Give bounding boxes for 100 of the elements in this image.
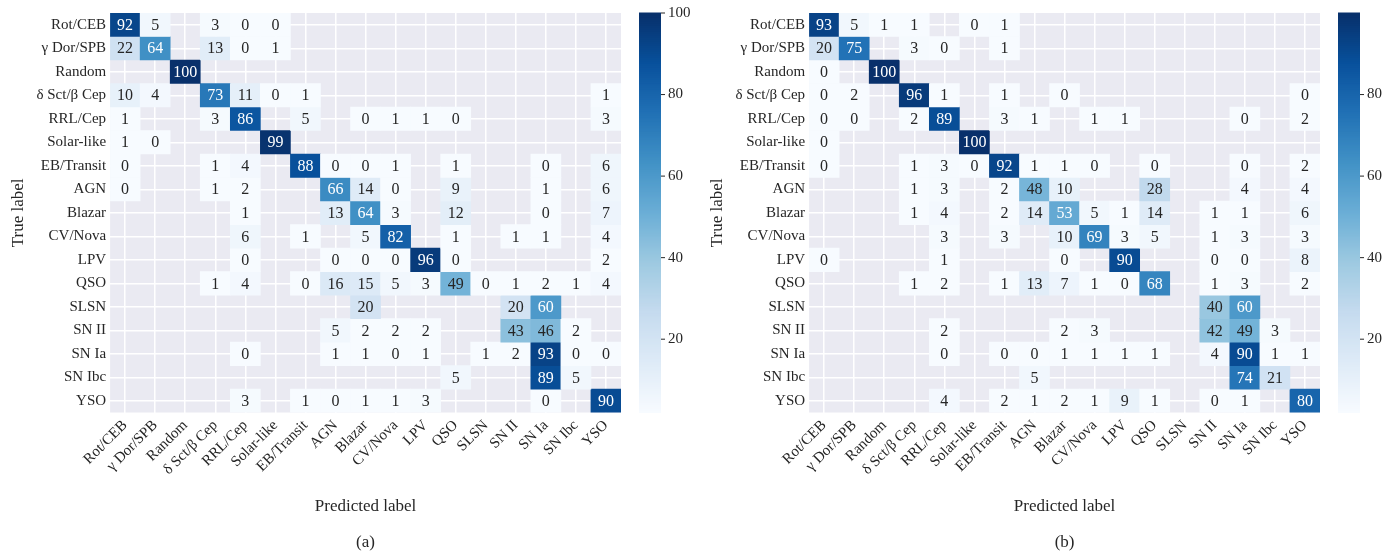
data-label: 60 — [537, 298, 554, 316]
data-label: 1 — [301, 227, 310, 245]
data-label: 13 — [327, 204, 344, 221]
data-label: 0 — [121, 156, 130, 174]
data-label: 1 — [121, 133, 130, 151]
y-axis-title: True label — [7, 178, 27, 248]
data-label: 0 — [541, 392, 550, 410]
data-label: 4 — [940, 204, 949, 221]
data-label: 66 — [327, 180, 344, 198]
data-label: 3 — [421, 392, 430, 410]
data-label: 3 — [1240, 274, 1249, 292]
data-label: 5 — [571, 368, 580, 386]
data-label: 1 — [1120, 204, 1129, 221]
data-label: 96 — [417, 251, 434, 269]
y-tick-label: CV/Nova — [48, 227, 107, 244]
data-label: 1 — [1000, 274, 1009, 292]
data-label: 2 — [421, 321, 430, 339]
data-label: 0 — [121, 180, 130, 198]
data-label: 68 — [1146, 274, 1163, 292]
x-axis-title: Predicted label — [314, 496, 417, 516]
data-label: 1 — [301, 392, 310, 410]
x-tick-label: YSO — [1277, 416, 1310, 450]
data-label: 1 — [1090, 345, 1099, 363]
data-label: 0 — [571, 345, 580, 363]
data-label: 22 — [117, 39, 134, 57]
data-label: 12 — [447, 204, 464, 221]
color-bar-label: 20 — [1367, 330, 1382, 347]
data-label: 1 — [1300, 345, 1309, 363]
data-label: 93 — [537, 345, 554, 363]
data-label: 1 — [1030, 392, 1039, 410]
data-label: 2 — [1300, 274, 1309, 292]
data-label: 21 — [1266, 368, 1283, 386]
data-label: 5 — [1030, 368, 1039, 386]
data-label: 3 — [1300, 227, 1309, 245]
y-tick-label: SN Ia — [71, 344, 107, 361]
data-label: 93 — [816, 15, 833, 33]
data-label: 1 — [910, 156, 919, 174]
data-label: 100 — [173, 62, 198, 80]
y-tick-label: Rot/CEB — [51, 15, 107, 32]
data-label: 1 — [1030, 109, 1039, 127]
data-label: 0 — [940, 345, 949, 363]
data-label: 64 — [147, 39, 164, 57]
data-label: 5 — [151, 15, 160, 33]
y-tick-label: Solar-like — [47, 133, 107, 150]
data-label: 1 — [1000, 86, 1009, 104]
data-label: 0 — [241, 251, 250, 269]
data-label: 0 — [331, 392, 340, 410]
data-label: 40 — [1206, 298, 1223, 316]
data-label: 1 — [1090, 274, 1099, 292]
data-label: 0 — [331, 156, 340, 174]
data-label: 1 — [451, 227, 460, 245]
data-label: 74 — [1236, 368, 1253, 386]
data-label: 1 — [1150, 345, 1159, 363]
data-label: 0 — [1210, 251, 1219, 269]
data-label: 1 — [601, 86, 610, 104]
data-label: 1 — [241, 204, 250, 221]
data-label: 1 — [421, 345, 430, 363]
color-bar-label: 40 — [1367, 248, 1382, 265]
color-bar-label: 80 — [1367, 85, 1382, 102]
data-label: 2 — [1300, 156, 1309, 174]
data-label: 92 — [996, 156, 1013, 174]
data-label: 0 — [271, 86, 280, 104]
data-label: 3 — [421, 274, 430, 292]
data-label: 1 — [121, 109, 130, 127]
data-label: 2 — [1060, 321, 1069, 339]
data-label: 15 — [357, 274, 374, 292]
color-bar-label: 40 — [668, 248, 683, 265]
y-tick-label: SLSN — [768, 297, 806, 314]
data-label: 0 — [601, 345, 610, 363]
data-label: 2 — [241, 180, 250, 198]
y-tick-label: Random — [55, 62, 107, 79]
data-label: 0 — [820, 86, 829, 104]
data-label: 0 — [451, 251, 460, 269]
data-label: 0 — [850, 109, 859, 127]
data-label: 0 — [241, 39, 250, 57]
data-label: 1 — [940, 251, 949, 269]
data-label: 5 — [1090, 204, 1099, 221]
data-label: 14 — [1026, 204, 1043, 221]
data-label: 1 — [541, 227, 550, 245]
data-label: 89 — [537, 368, 554, 386]
data-label: 0 — [451, 109, 460, 127]
data-label: 11 — [237, 86, 254, 104]
y-axis-title: True label — [706, 178, 726, 248]
y-tick-label: γ Dor/SPB — [40, 39, 107, 56]
data-label: 0 — [271, 15, 280, 33]
data-label: 6 — [1300, 204, 1309, 221]
y-tick-label: YSO — [76, 391, 107, 408]
data-label: 1 — [1000, 39, 1009, 57]
data-label: 20 — [357, 298, 374, 316]
data-label: 4 — [151, 86, 160, 104]
data-label: 4 — [601, 274, 610, 292]
data-label: 2 — [1000, 204, 1009, 221]
data-label: 9 — [451, 180, 460, 198]
data-label: 2 — [910, 109, 919, 127]
data-label: 1 — [1210, 204, 1219, 221]
data-label: 0 — [301, 274, 310, 292]
y-tick-label: SLSN — [69, 297, 107, 314]
data-label: 1 — [1030, 156, 1039, 174]
data-label: 3 — [940, 180, 949, 198]
text: (b) — [1054, 532, 1075, 551]
